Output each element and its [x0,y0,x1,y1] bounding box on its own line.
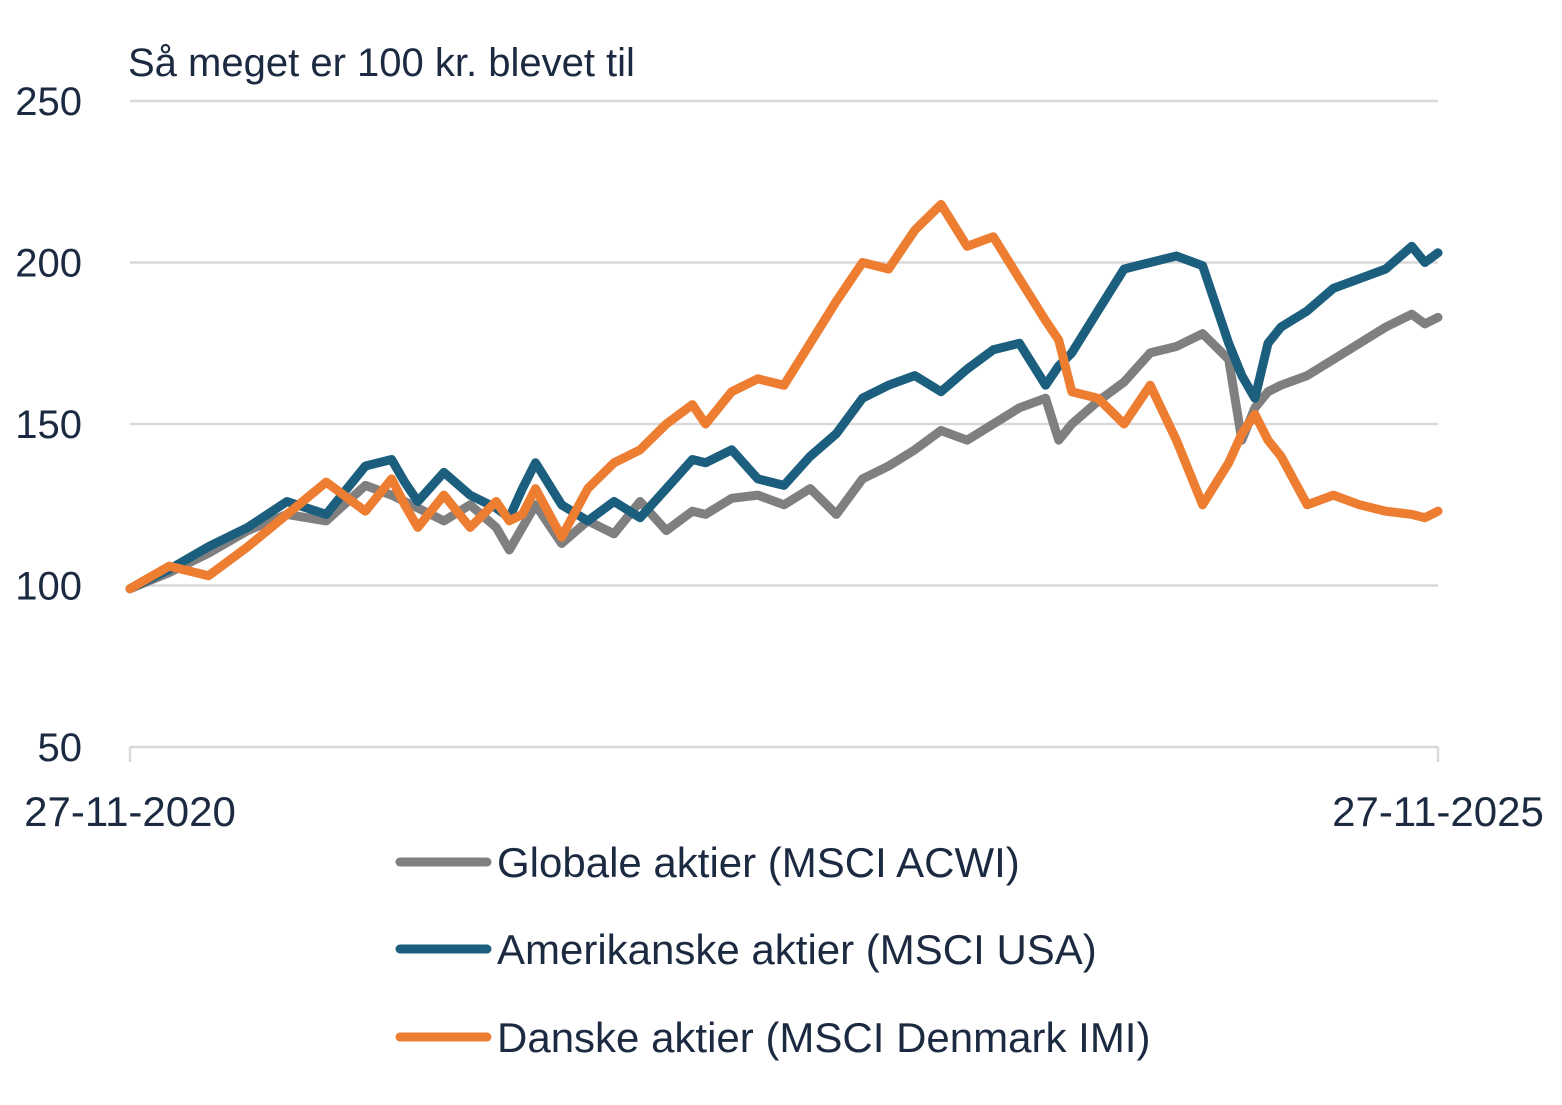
y-axis-ticks: 50 100 150 200 250 [15,80,82,770]
grid-layer [130,99,1438,587]
y-tick-label-250: 250 [15,80,82,124]
x-tick-label-start: 27-11-2020 [24,788,236,835]
series-line-amerikanske [125,241,1443,594]
series-line-globale [125,309,1443,594]
legend-item-globale: Globale aktier (MSCI ACWI) [395,839,1020,886]
legend-label-danske: Danske aktier (MSCI Denmark IMI) [497,1014,1150,1061]
y-tick-label-150: 150 [15,403,82,447]
legend: Globale aktier (MSCI ACWI) Amerikanske a… [395,839,1150,1061]
y-tick-label-200: 200 [15,242,82,286]
series-line-danske [125,199,1443,594]
legend-item-amerikanske: Amerikanske aktier (MSCI USA) [395,926,1097,973]
chart-title: Så meget er 100 kr. blevet til [128,41,635,85]
legend-label-amerikanske: Amerikanske aktier (MSCI USA) [497,926,1097,973]
legend-item-danske: Danske aktier (MSCI Denmark IMI) [395,1014,1150,1061]
series-layer [125,199,1443,594]
x-tick-label-end: 27-11-2025 [1332,788,1544,835]
y-tick-label-50: 50 [38,726,83,770]
y-tick-label-100: 100 [15,565,82,609]
legend-label-globale: Globale aktier (MSCI ACWI) [497,839,1020,886]
